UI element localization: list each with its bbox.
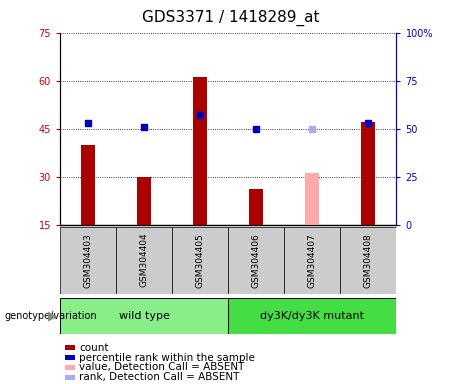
Bar (228, 298, 396, 334)
Text: rank, Detection Call = ABSENT: rank, Detection Call = ABSENT (79, 372, 240, 382)
Bar (81, 145, 95, 225)
Bar (340, 227, 396, 294)
Text: GSM304404: GSM304404 (140, 233, 148, 288)
Text: dy3K/dy3K mutant: dy3K/dy3K mutant (260, 311, 364, 321)
Bar (284, 227, 340, 294)
Bar (60, 227, 116, 294)
Text: value, Detection Call = ABSENT: value, Detection Call = ABSENT (79, 362, 245, 372)
Text: percentile rank within the sample: percentile rank within the sample (79, 353, 255, 362)
Bar (60, 298, 228, 334)
Bar (172, 227, 228, 294)
Bar (228, 227, 284, 294)
Bar (249, 189, 263, 225)
Text: GSM304408: GSM304408 (364, 233, 373, 288)
Bar (116, 227, 172, 294)
Text: GSM304403: GSM304403 (83, 233, 93, 288)
Text: count: count (79, 343, 109, 353)
Bar (137, 177, 151, 225)
Bar (361, 122, 375, 225)
Text: GSM304405: GSM304405 (195, 233, 205, 288)
Text: GDS3371 / 1418289_at: GDS3371 / 1418289_at (142, 10, 319, 26)
Text: GSM304407: GSM304407 (308, 233, 317, 288)
Bar (305, 174, 319, 225)
Text: genotype/variation: genotype/variation (5, 311, 97, 321)
Text: wild type: wild type (118, 311, 170, 321)
Text: GSM304406: GSM304406 (252, 233, 261, 288)
Bar (193, 78, 207, 225)
Text: ▶: ▶ (48, 310, 58, 322)
